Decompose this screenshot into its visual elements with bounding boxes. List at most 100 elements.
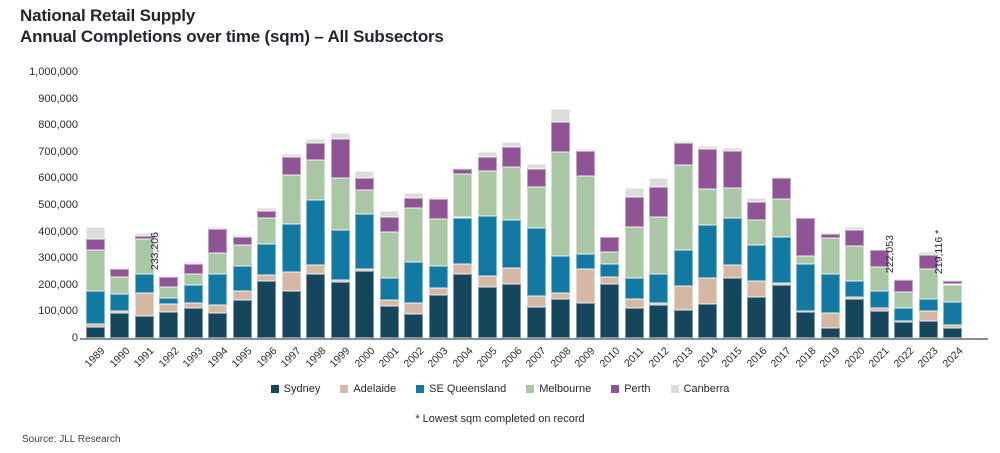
- legend-swatch-icon: [670, 385, 679, 393]
- bar-segment-se-queensland: [232, 265, 252, 291]
- legend-swatch-icon: [526, 385, 535, 393]
- bar-segment-sydney: [624, 307, 644, 338]
- bar-segment-adelaide: [796, 310, 815, 312]
- bar-segment-se-queensland: [477, 215, 497, 276]
- bar-segment-melbourne: [698, 188, 717, 225]
- legend-swatch-icon: [611, 385, 620, 393]
- bar-segment-sydney: [600, 284, 619, 338]
- bar-segment-melbourne: [575, 176, 595, 255]
- bar-segment-melbourne: [281, 175, 301, 224]
- bar-segment-perth: [232, 237, 252, 246]
- bar-segment-se-queensland: [918, 298, 938, 312]
- bar-segment-canberra: [159, 275, 178, 278]
- bar-segment-melbourne: [453, 174, 472, 218]
- bar-segment-canberra: [649, 177, 668, 187]
- bar-segment-sydney: [477, 286, 497, 338]
- legend-label: Perth: [624, 383, 651, 395]
- bar-segment-sydney: [845, 298, 864, 338]
- bar-segment-adelaide: [526, 296, 546, 308]
- bar-segment-se-queensland: [575, 254, 595, 269]
- bar-segment-adelaide: [183, 302, 203, 308]
- bar-segment-se-queensland: [943, 301, 962, 326]
- bar-segment-canberra: [722, 147, 742, 151]
- bar-segment-perth: [845, 229, 864, 247]
- bar-segment-melbourne: [673, 164, 693, 251]
- bar-segment-se-queensland: [85, 291, 105, 324]
- bar-segment-melbourne: [85, 250, 105, 292]
- bar-segment-adelaide: [918, 311, 938, 321]
- bar-segment-adelaide: [624, 298, 644, 308]
- bar-segment-adelaide: [379, 299, 399, 307]
- bar-segment-se-queensland: [428, 265, 448, 289]
- bar-segment-adelaide: [722, 265, 742, 279]
- bar-segment-se-queensland: [673, 250, 693, 287]
- bar-total-annotation: 233,206: [148, 231, 161, 270]
- bar-segment-canberra: [698, 146, 717, 150]
- bar-segment-perth: [404, 198, 423, 209]
- bar-segment-sydney: [330, 282, 350, 338]
- bar-segment-adelaide: [281, 272, 301, 291]
- bar-segment-adelaide: [85, 323, 105, 328]
- bar-segment-canberra: [232, 235, 252, 238]
- bar-segment-melbourne: [502, 167, 521, 220]
- bar-segment-melbourne: [159, 286, 178, 298]
- bar-segment-adelaide: [404, 302, 423, 315]
- bar-segment-se-queensland: [869, 291, 889, 309]
- bar-segment-melbourne: [943, 284, 962, 302]
- y-axis-tick-label: 400,000: [38, 225, 78, 238]
- bar-segment-se-queensland: [379, 278, 399, 300]
- bar-segment-se-queensland: [698, 224, 717, 279]
- bar-segment-melbourne: [208, 252, 227, 274]
- bar-segment-perth: [134, 235, 154, 240]
- bar-segment-canberra: [624, 188, 644, 197]
- bar-segment-perth: [355, 178, 374, 191]
- bar-segment-canberra: [845, 227, 864, 230]
- bar-segment-sydney: [575, 303, 595, 338]
- bar-segment-perth: [379, 216, 399, 232]
- bar-segment-adelaide: [453, 263, 472, 275]
- bar-segment-perth: [477, 157, 497, 171]
- bar-segment-canberra: [771, 177, 791, 178]
- bar-segment-perth: [85, 239, 105, 251]
- bar-segment-perth: [330, 139, 350, 179]
- bar-segment-se-queensland: [551, 255, 570, 293]
- bar-segment-sydney: [502, 284, 521, 338]
- bar-segment-melbourne: [796, 256, 815, 265]
- bar-segment-adelaide: [894, 321, 913, 323]
- bar-segment-melbourne: [232, 245, 252, 266]
- bar-segment-perth: [257, 210, 276, 219]
- bar-segment-sydney: [428, 294, 448, 338]
- bar-segment-canberra: [747, 197, 766, 203]
- bar-segment-adelaide: [551, 292, 570, 300]
- bar-segment-perth: [183, 264, 203, 275]
- bar-segment-se-queensland: [281, 223, 301, 273]
- bar-segment-se-queensland: [404, 261, 423, 303]
- bar-segment-melbourne: [624, 226, 644, 278]
- bar-segment-canberra: [673, 140, 693, 143]
- bar-segment-canberra: [428, 196, 448, 200]
- bar-segment-perth: [208, 229, 227, 253]
- bar-segment-se-queensland: [771, 237, 791, 284]
- bar-segment-perth: [502, 146, 521, 168]
- bar-segment-canberra: [183, 261, 203, 265]
- bar-segment-canberra: [257, 208, 276, 211]
- bar-segment-adelaide: [502, 267, 521, 285]
- bar-segment-perth: [722, 151, 742, 188]
- bar-segment-se-queensland: [159, 297, 178, 305]
- bar-segment-canberra: [551, 108, 570, 122]
- legend-swatch-icon: [340, 385, 349, 393]
- bar-segment-canberra: [477, 152, 497, 158]
- bar-segment-adelaide: [208, 305, 227, 313]
- bar-segment-sydney: [110, 312, 129, 338]
- bar-segment-melbourne: [918, 268, 938, 299]
- bar-segment-sydney: [771, 284, 791, 338]
- bar-segment-sydney: [722, 278, 742, 338]
- bar-segment-sydney: [453, 274, 472, 338]
- bar-segment-adelaide: [649, 302, 668, 306]
- bar-segment-canberra: [306, 139, 325, 144]
- bar-segment-se-queensland: [722, 218, 742, 266]
- y-axis-tick-label: 800,000: [38, 119, 78, 132]
- bar-segment-perth: [869, 249, 889, 268]
- bar-segment-sydney: [208, 312, 227, 338]
